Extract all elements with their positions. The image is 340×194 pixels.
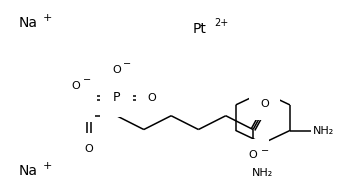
Text: O: O — [260, 99, 269, 109]
Text: O: O — [71, 81, 80, 91]
Text: −: − — [261, 146, 269, 156]
Text: NH₂: NH₂ — [313, 126, 335, 136]
Text: Na: Na — [19, 16, 38, 30]
Text: Pt: Pt — [192, 22, 206, 36]
Text: O: O — [77, 93, 86, 103]
Text: −: − — [123, 60, 132, 69]
Text: P: P — [113, 92, 120, 105]
Text: +: + — [42, 161, 52, 171]
Text: Na: Na — [19, 164, 38, 178]
Text: O: O — [112, 65, 121, 75]
Text: O: O — [249, 150, 257, 160]
Text: NH₂: NH₂ — [252, 168, 273, 178]
Text: −: − — [83, 75, 91, 85]
Text: O: O — [85, 144, 94, 154]
Text: 2+: 2+ — [214, 18, 228, 28]
Text: O: O — [147, 93, 156, 103]
Text: +: + — [42, 13, 52, 23]
